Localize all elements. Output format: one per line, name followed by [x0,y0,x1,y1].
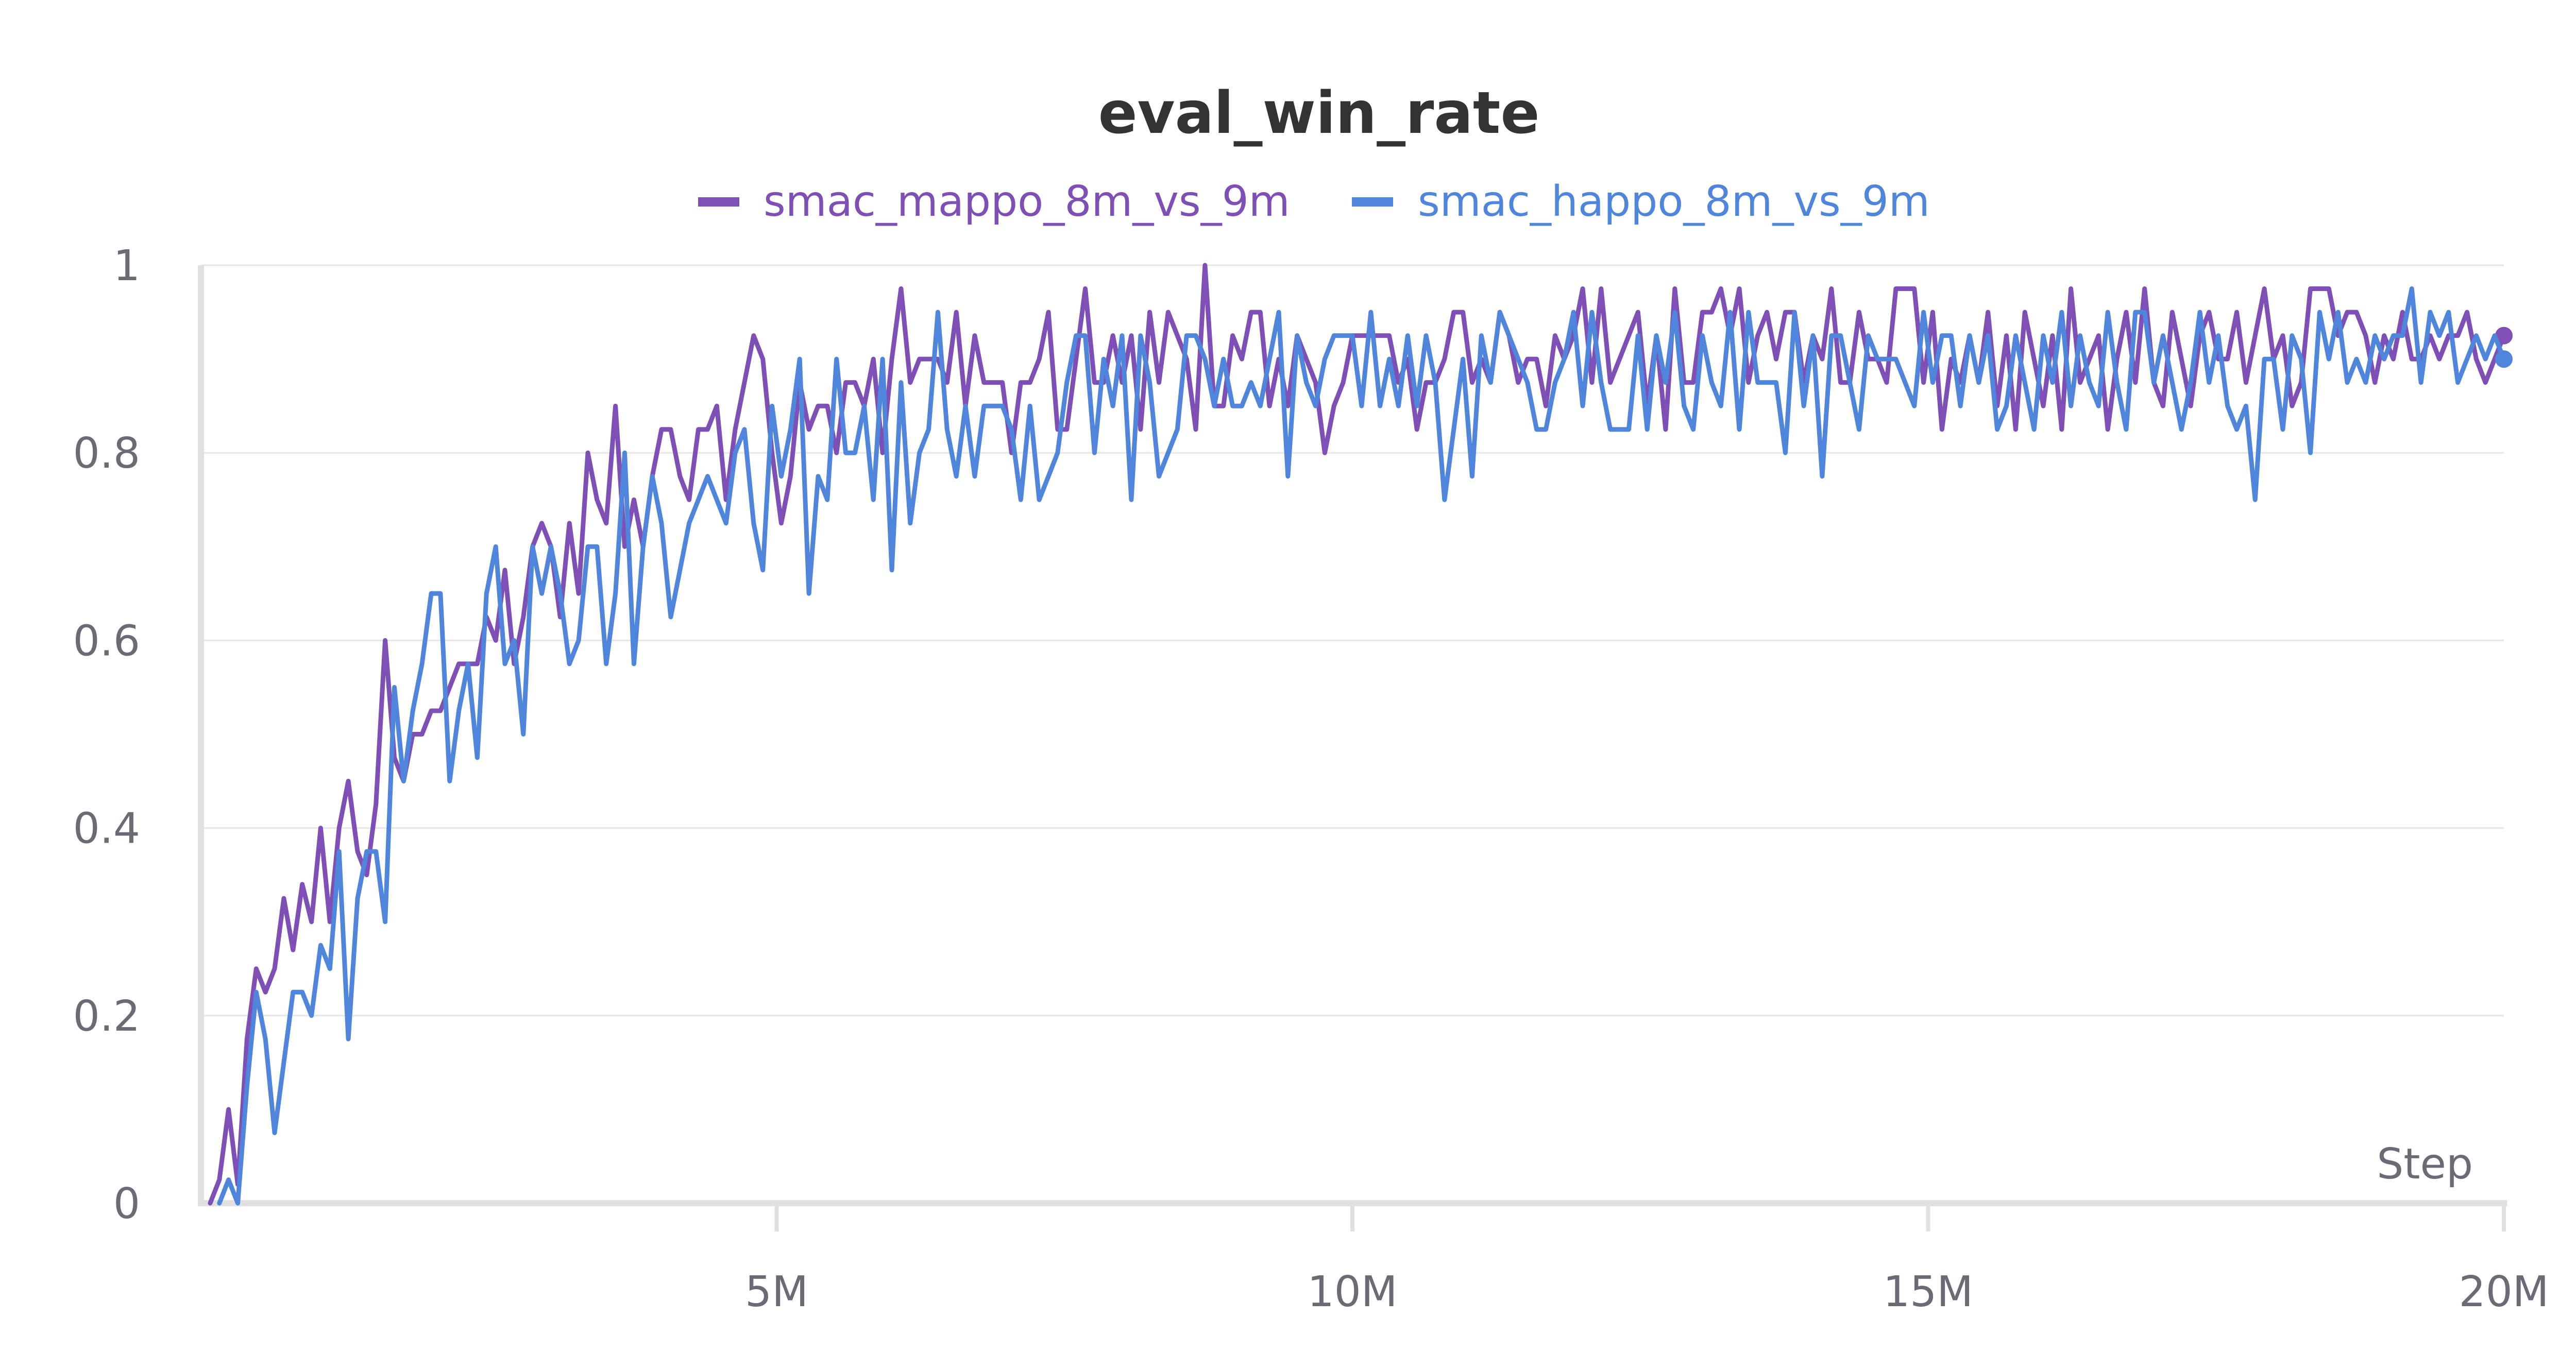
y-tick-label: 0.8 [73,429,140,478]
legend-label-mappo: smac_mappo_8m_vs_9m [764,177,1290,226]
legend-item-mappo[interactable]: smac_mappo_8m_vs_9m [698,177,1290,226]
y-tick-label: 0.6 [73,617,140,665]
x-tick-label: 15M [1883,1268,1973,1316]
y-tick-label: 0.2 [73,992,140,1041]
y-tick-label: 1 [113,242,140,290]
y-tick-label: 0 [113,1179,140,1228]
legend: smac_mappo_8m_vs_9m smac_happo_8m_vs_9m [698,177,1930,226]
y-tick-label: 0.4 [73,805,140,853]
x-tick-label: 20M [2459,1268,2549,1316]
y-axis-ticks: 0 0.2 0.4 0.6 0.8 1 [73,242,140,1228]
series-end-point-mappo [2495,327,2513,345]
legend-label-happo: smac_happo_8m_vs_9m [1418,177,1930,226]
gridlines [201,264,2504,1017]
plot-area [208,263,2513,1206]
series-line-mappo[interactable] [208,263,2506,1206]
chart-title: eval_win_rate [1098,80,1540,147]
x-axis-ticks: 5M 10M 15M 20M [745,1203,2549,1316]
x-tick-label: 5M [745,1268,808,1316]
series-line-happo[interactable] [217,286,2506,1206]
axes [198,265,2507,1206]
series-end-point-happo [2495,350,2513,368]
x-tick-label: 10M [1307,1268,1397,1316]
legend-item-happo[interactable]: smac_happo_8m_vs_9m [1352,177,1930,226]
x-axis-label: Step [2377,1140,2473,1189]
